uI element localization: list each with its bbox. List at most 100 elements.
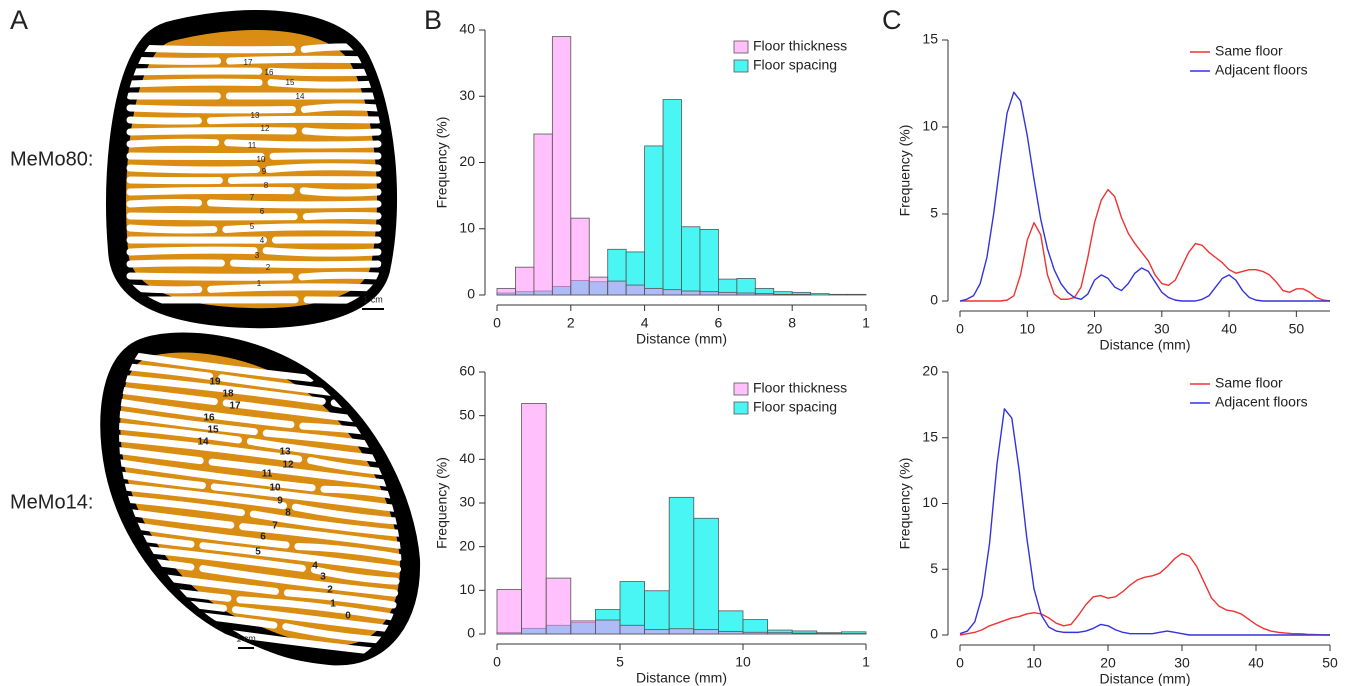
- floor-gap: [126, 78, 263, 88]
- bar: [718, 610, 744, 635]
- line: [959, 552, 1331, 636]
- bar: [619, 624, 646, 635]
- floor-label: 11: [262, 469, 273, 480]
- floor-label: 5: [255, 547, 261, 558]
- floor-gap: [107, 482, 288, 510]
- bar: [791, 293, 812, 296]
- floor-gap: [239, 523, 405, 549]
- y-tick-label: 10: [459, 581, 475, 597]
- floor-label: 14: [197, 437, 209, 448]
- floor-gap: [111, 446, 204, 465]
- floor-gap: [262, 247, 382, 257]
- floor-gap: [123, 351, 315, 382]
- floor-gap: [267, 67, 382, 77]
- x-tick-label: 0: [956, 655, 964, 671]
- bar: [625, 284, 646, 296]
- x-tick-label: 5: [616, 654, 624, 670]
- floor-gap: [121, 363, 214, 380]
- bar: [754, 293, 775, 296]
- legend-label: Same floor: [1215, 43, 1283, 59]
- floor-label: 12: [282, 460, 294, 471]
- floor-gap: [206, 115, 382, 125]
- floor-gap: [126, 104, 296, 114]
- legend-swatch: [733, 382, 749, 396]
- legend-label: Floor thickness: [753, 38, 847, 54]
- x-tick-label: 30: [1174, 655, 1190, 671]
- bar: [588, 276, 609, 296]
- x-tick-label: 20: [1087, 321, 1103, 337]
- floor-gap: [126, 138, 220, 148]
- floor-label: 14: [296, 92, 305, 101]
- floor-gap: [126, 44, 296, 54]
- line: [959, 408, 1330, 636]
- y-axis-title: Frequency (%): [434, 117, 450, 209]
- bar: [736, 292, 756, 296]
- legend-swatch: [733, 40, 749, 54]
- floor-gap: [112, 434, 303, 463]
- y-axis-title: Frequency (%): [897, 125, 913, 217]
- floor-gap: [291, 503, 407, 526]
- floor-gap: [282, 623, 393, 645]
- floor-label: 6: [260, 532, 266, 543]
- y-tick-label: 0: [930, 626, 938, 642]
- floor-gap: [92, 613, 186, 631]
- x-tick-label: 30: [1154, 321, 1170, 337]
- floor-gap: [319, 376, 424, 395]
- floor-gap: [126, 224, 218, 234]
- floor-label: 9: [277, 496, 283, 507]
- panel-label: C: [882, 5, 902, 35]
- x-tick-label: 1: [862, 654, 870, 670]
- x-tick-label: 40: [1221, 321, 1237, 337]
- bar: [496, 287, 516, 296]
- y-tick-label: 30: [459, 494, 475, 510]
- x-tick-label: 10: [1026, 655, 1042, 671]
- y-tick-label: 0: [930, 292, 938, 308]
- bar: [662, 99, 682, 296]
- x-axis-title: Distance (mm): [636, 670, 727, 686]
- floor-gap: [229, 259, 382, 269]
- floor-gap: [265, 163, 382, 173]
- floor-label: 5: [250, 222, 255, 231]
- y-axis-title: Frequency (%): [434, 457, 450, 549]
- floor-label: 2: [266, 263, 271, 272]
- floor-label: 17: [229, 401, 241, 412]
- floor-label: 13: [279, 447, 291, 458]
- x-tick-label: 8: [788, 315, 796, 331]
- floor-gap: [126, 212, 298, 221]
- floor-label: 10: [257, 155, 266, 164]
- bar: [668, 628, 695, 635]
- floor-gap: [224, 139, 382, 149]
- floor-gap: [222, 223, 382, 233]
- x-axis-title: Distance (mm): [636, 331, 727, 347]
- floor-label: 16: [265, 68, 274, 77]
- y-tick-label: 5: [930, 205, 938, 221]
- floor-label: 4: [312, 561, 318, 572]
- bar: [699, 229, 719, 296]
- floor-label: 1: [257, 279, 262, 288]
- floor-gap: [126, 67, 263, 76]
- bar: [644, 590, 670, 635]
- x-tick-label: 0: [956, 321, 964, 337]
- floor-label: 13: [251, 111, 260, 120]
- floor-gap: [126, 272, 294, 281]
- bar: [644, 629, 670, 635]
- bar: [718, 630, 744, 635]
- line: [960, 188, 1331, 302]
- floor-label: 9: [262, 167, 267, 176]
- floor-label: 3: [255, 251, 260, 260]
- floor-label: 4: [260, 236, 265, 245]
- floor-label: 19: [209, 377, 221, 388]
- x-tick-label: 10: [735, 654, 751, 670]
- floor-gap: [118, 386, 218, 406]
- y-tick-label: 20: [922, 363, 938, 379]
- legend-label: Adjacent floors: [1215, 62, 1308, 78]
- floor-gap: [301, 127, 382, 137]
- bar: [570, 217, 590, 296]
- y-tick-label: 40: [459, 21, 475, 37]
- legend-label: Same floor: [1215, 375, 1283, 391]
- y-tick-label: 20: [459, 537, 475, 553]
- y-tick-label: 0: [467, 625, 475, 641]
- bar: [718, 291, 738, 296]
- floor-gap: [207, 283, 382, 293]
